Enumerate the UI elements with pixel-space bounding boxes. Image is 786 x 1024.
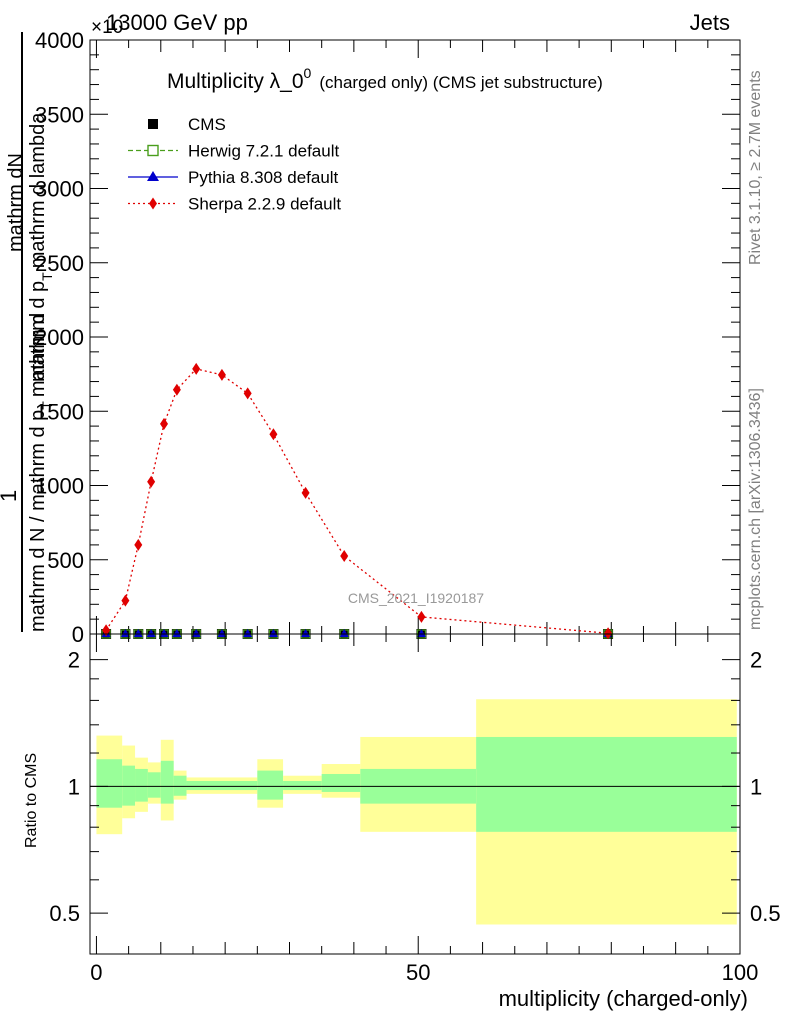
pythia-point: [133, 629, 143, 637]
ratio-y-tick-label: 0.5: [49, 901, 80, 926]
ratio-y-ticks: 0.5 0.5 1 1 2 2: [49, 648, 780, 927]
ratio-inner-band: [186, 780, 258, 791]
sherpa-point: [217, 368, 226, 381]
main-y-tick-label: 2500: [35, 251, 84, 276]
legend-marker: [147, 171, 159, 181]
pythia-point: [146, 629, 156, 637]
chart-title: Multiplicity λ_00 (charged only) (CMS jet…: [167, 65, 603, 93]
ratio-y-tick-label: 1: [68, 774, 80, 799]
ratio-x-ticks: 0 50 100: [90, 634, 758, 985]
pythia-point: [339, 629, 349, 637]
main-y-tick-label: 4000: [35, 28, 84, 53]
mcplots-credit-text: mcplots.cern.ch [arXiv:1306.3436]: [747, 388, 764, 630]
y-label-top: mathrm dN: [5, 153, 27, 252]
y-label-top-part3: mathrm d lambda: [27, 112, 49, 268]
x-tick-label: 50: [406, 960, 430, 985]
ratio-y-tick-label-right: 2: [750, 648, 762, 673]
ratio-inner-band: [321, 773, 361, 792]
ratio-inner-band: [135, 768, 148, 802]
main-y-ticks: 0 500 1000 1500 2000 2500 3000 3500 4000: [35, 28, 740, 647]
sherpa-point: [192, 362, 201, 375]
ratio-y-tick-label-right: 0.5: [750, 901, 781, 926]
y-label-denominator: mathrm d N / mathrm d pTmathrm d: [27, 313, 55, 632]
y-label-top-right: mathrm d pTmathrm d lambda: [27, 112, 55, 382]
main-y-tick-label: 1000: [35, 474, 84, 499]
ratio-inner-band: [160, 760, 174, 804]
chart-title-sup: 0: [304, 65, 312, 81]
sherpa-point: [121, 594, 130, 607]
pythia-point: [243, 629, 253, 637]
sherpa-point: [269, 428, 278, 441]
ratio-inner-band: [283, 780, 322, 791]
sherpa-point: [340, 550, 349, 563]
pythia-point: [191, 629, 201, 637]
chart-title-suffix: (charged only) (CMS jet substructure): [319, 73, 602, 92]
x-tick-label: 100: [722, 960, 759, 985]
sherpa-point: [147, 475, 156, 488]
ratio-inner-band: [122, 765, 136, 806]
y-label-top-part2: mathrm d p: [27, 281, 49, 382]
legend-entry-label: Pythia 8.308 default: [188, 168, 339, 187]
pythia-point: [159, 629, 169, 637]
header-energy: 13000 GeV pp: [106, 10, 248, 35]
ratio-inner-band: [147, 772, 161, 798]
legend: CMS Herwig 7.2.1 default Pythia 8.308 defa…: [128, 115, 341, 214]
legend-marker: [147, 144, 159, 157]
header-category: Jets: [690, 10, 730, 35]
chart-title-main: Multiplicity λ_0: [167, 70, 304, 93]
y-label-den-part1: mathrm d N / mathrm d p: [27, 410, 49, 632]
main-y-tick-label: 2000: [35, 325, 84, 350]
y-label-top-part1: mathrm dN: [5, 153, 27, 252]
ratio-y-tick-label-right: 1: [750, 774, 762, 799]
sherpa-point: [172, 383, 181, 396]
ratio-y-axis-label: Ratio to CMS: [23, 753, 40, 848]
legend-marker: [149, 197, 157, 210]
x-axis-label: multiplicity (charged-only): [499, 986, 748, 1011]
main-y-tick-label: 3000: [35, 177, 84, 202]
main-y-axis-label: 1 mathrm d N / mathrm d pTmathrm d mathr…: [0, 32, 55, 632]
pythia-point: [416, 629, 426, 637]
ratio-bands-layer: [96, 699, 737, 925]
ratio-panel-frame: [89, 633, 741, 955]
y-label-den-sub1: T: [39, 401, 55, 410]
ratio-inner-band: [257, 770, 284, 800]
legend-marker: [148, 119, 158, 129]
ratio-inner-band: [476, 736, 737, 832]
y-label-numerator: 1: [0, 490, 21, 502]
pythia-point: [301, 629, 311, 637]
pythia-point: [172, 629, 182, 637]
sherpa-point: [160, 417, 169, 430]
ratio-y-tick-label: 2: [68, 648, 80, 673]
sherpa-point: [301, 486, 310, 499]
x-tick-label: 0: [90, 960, 102, 985]
main-x-ticks: [95, 40, 741, 634]
y-multiplier: ×10: [91, 17, 123, 38]
main-y-tick-label: 500: [47, 548, 84, 573]
legend-entry-label: Herwig 7.2.1 default: [188, 142, 339, 161]
pythia-point: [217, 629, 227, 637]
y-label-top-sub: T: [39, 272, 55, 281]
pythia-point: [120, 629, 130, 637]
main-y-tick-label: 3500: [35, 102, 84, 127]
sherpa-point: [604, 627, 613, 640]
ratio-inner-band: [96, 759, 123, 808]
y-label-den-part2: mathrm d: [27, 313, 49, 397]
sherpa-point: [417, 610, 426, 623]
legend-entry-label: CMS: [188, 115, 226, 134]
ratio-inner-band: [173, 775, 187, 796]
sherpa-point: [243, 387, 252, 400]
legend-entry-label: Sherpa 2.2.9 default: [188, 195, 341, 214]
sherpa-line: [105, 368, 609, 634]
main-y-tick-label: 0: [72, 622, 84, 647]
sherpa-point: [102, 624, 111, 637]
rivet-version-text: Rivet 3.1.10, ≥ 2.7M events: [747, 70, 764, 265]
analysis-watermark: CMS_2021_I1920187: [348, 590, 484, 606]
pythia-point: [268, 629, 278, 637]
sherpa-point: [134, 538, 143, 551]
main-y-tick-label: 1500: [35, 399, 84, 424]
